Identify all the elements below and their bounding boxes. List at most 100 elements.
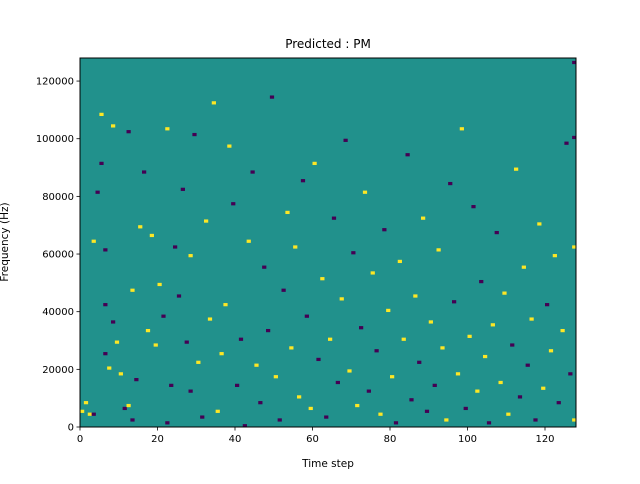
- heatmap-cell: [188, 389, 193, 393]
- y-axis: 0 20000 40000 60000 80000 100000 120000: [36, 77, 80, 434]
- heatmap-cell: [351, 251, 356, 255]
- heatmap-cell: [510, 343, 515, 347]
- heatmap-cell: [289, 346, 294, 350]
- heatmap-cell: [374, 349, 379, 353]
- heatmap-cell: [118, 372, 123, 376]
- heatmap-cell: [293, 245, 298, 249]
- heatmap-cell: [269, 95, 275, 99]
- heatmap-cell: [91, 412, 96, 416]
- heatmap-cell: [266, 328, 271, 333]
- heatmap-cell: [572, 60, 577, 65]
- heatmap-cell: [572, 135, 577, 140]
- heatmap-cell: [428, 320, 433, 324]
- heatmap-cell: [87, 412, 92, 416]
- heatmap-cell: [130, 288, 135, 292]
- heatmap-cell: [545, 303, 550, 307]
- heatmap-cell: [165, 421, 170, 425]
- heatmap-cell: [355, 403, 360, 408]
- heatmap-cell: [103, 248, 108, 252]
- heatmap-cell: [541, 386, 546, 390]
- heatmap-cell: [103, 352, 108, 356]
- heatmap-cell: [235, 383, 240, 387]
- x-tick-label: 120: [535, 434, 554, 445]
- heatmap-cell: [397, 259, 402, 264]
- heatmap-cell: [130, 418, 135, 422]
- x-tick-label: 40: [229, 434, 242, 445]
- heatmap-cell: [231, 202, 236, 206]
- heatmap-cell: [242, 424, 247, 428]
- heatmap-cell: [258, 401, 263, 405]
- heatmap-cell: [335, 380, 340, 385]
- heatmap-cell: [122, 406, 127, 411]
- chart-title: Predicted : PM: [285, 37, 371, 51]
- heatmap-cell: [378, 412, 383, 416]
- heatmap-cell: [149, 233, 154, 238]
- heatmap-cell: [300, 179, 306, 183]
- heatmap-cell: [548, 349, 554, 353]
- heatmap-cell: [312, 161, 317, 166]
- heatmap-cell: [111, 124, 116, 128]
- heatmap-cell: [227, 144, 232, 148]
- y-tick-label: 0: [68, 423, 74, 434]
- heatmap-cell: [324, 415, 329, 419]
- heatmap-cell: [308, 406, 313, 411]
- heatmap-cell: [490, 323, 495, 327]
- heatmap-cell: [359, 326, 364, 330]
- heatmap-cell: [238, 337, 244, 341]
- heatmap-cell: [180, 187, 185, 191]
- heatmap-background: [80, 58, 576, 427]
- heatmap-cell: [362, 190, 368, 194]
- heatmap-cell: [273, 375, 278, 379]
- heatmap-cell: [331, 216, 337, 220]
- heatmap-cell: [277, 418, 282, 422]
- heatmap-cell: [316, 357, 321, 362]
- heatmap-cell: [483, 354, 488, 359]
- heatmap-cell: [95, 190, 100, 194]
- heatmap-cell: [514, 167, 519, 171]
- heatmap-cell: [421, 216, 426, 220]
- plot-area: [79, 57, 577, 428]
- heatmap-cell: [568, 372, 573, 376]
- heatmap-cell: [219, 352, 224, 356]
- y-tick-label: 80000: [42, 192, 74, 203]
- heatmap-cell: [455, 372, 461, 376]
- heatmap-cell: [223, 303, 228, 307]
- heatmap-cell: [525, 363, 530, 367]
- heatmap-cell: [475, 389, 480, 393]
- heatmap-cell: [459, 127, 464, 131]
- heatmap-cell: [176, 294, 182, 298]
- heatmap-cell: [517, 395, 523, 399]
- heatmap-cell: [304, 314, 309, 318]
- heatmap-cell: [107, 366, 112, 370]
- heatmap-cell: [382, 228, 387, 232]
- y-tick-label: 100000: [36, 134, 74, 145]
- heatmap-cell: [502, 291, 507, 295]
- heatmap-cell: [126, 130, 131, 134]
- heatmap-cell: [401, 337, 406, 341]
- y-tick-label: 20000: [42, 365, 74, 376]
- heatmap-cell: [537, 222, 542, 226]
- heatmap-cell: [440, 346, 445, 350]
- heatmap-cell: [103, 303, 108, 307]
- heatmap-cell: [486, 421, 492, 425]
- heatmap-cell: [390, 375, 395, 379]
- heatmap-cell: [99, 112, 104, 116]
- heatmap-cell: [436, 248, 441, 252]
- heatmap-cell: [521, 265, 526, 269]
- x-tick-label: 60: [306, 434, 319, 445]
- heatmap-cell: [320, 277, 325, 281]
- heatmap-cell: [452, 300, 457, 304]
- heatmap-cell: [134, 377, 139, 382]
- heatmap-cell: [83, 401, 89, 405]
- y-tick-label: 120000: [36, 77, 74, 88]
- heatmap-cell: [250, 170, 255, 174]
- x-tick-label: 80: [384, 434, 397, 445]
- heatmap-cell: [211, 101, 216, 105]
- heatmap-cell: [424, 409, 430, 413]
- heatmap-cell: [142, 170, 147, 174]
- plot-frame: [79, 57, 577, 428]
- heatmap-cell: [405, 153, 410, 157]
- x-tick-label: 100: [458, 434, 477, 445]
- heatmap-cell: [184, 340, 189, 344]
- heatmap-cell: [99, 161, 104, 166]
